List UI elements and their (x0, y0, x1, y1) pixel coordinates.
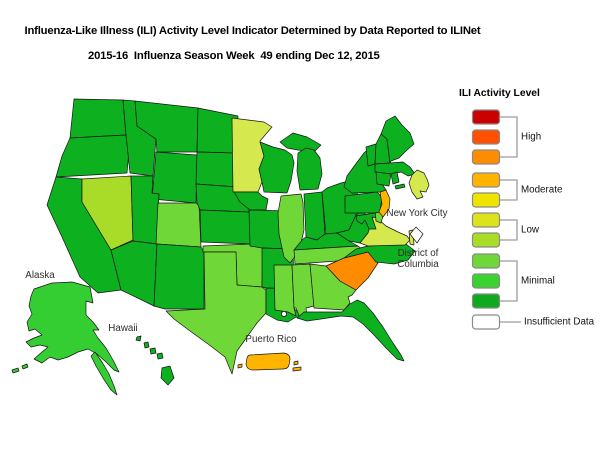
us-map (11, 98, 430, 396)
state-or (55, 134, 131, 178)
state-vt (365, 143, 377, 167)
legend-label-low: Low (521, 225, 540, 236)
state-ak (25, 281, 120, 373)
legend-bracket-low (500, 219, 518, 241)
legend-bracket-minimal (500, 260, 518, 302)
legend-swatch-insufficient (471, 314, 501, 330)
legend-title: ILI Activity Level (459, 88, 540, 99)
legend-swatch-low-2 (471, 232, 501, 248)
state-hi (135, 335, 175, 386)
state-pr-islets (237, 360, 302, 372)
legend-label-insufficient-data: Insufficient Data (524, 317, 595, 328)
state-ky (293, 232, 359, 251)
legend-swatch-high-2 (471, 129, 501, 145)
legend-label-minimal: Minimal (521, 276, 555, 287)
legend-swatch-moderate-1 (471, 172, 501, 188)
state-pa (344, 191, 383, 214)
legend: ILI Activity Level High Moderate Low Min… (459, 88, 595, 330)
state-in (303, 191, 326, 241)
state-co (155, 202, 202, 248)
state-nm (153, 243, 205, 310)
state-mi-upper (279, 132, 322, 153)
lake-pontchartrain (280, 310, 287, 317)
state-fl (296, 299, 405, 362)
legend-swatch-minimal-1 (471, 253, 501, 269)
state-ny-long-island (394, 183, 406, 190)
legend-swatch-moderate-2 (471, 192, 501, 208)
state-nyc-inset (408, 169, 430, 200)
state-wa (69, 98, 127, 139)
state-nc (343, 243, 416, 265)
map-labels: Alaska Hawaii Puerto Rico New York City … (25, 208, 447, 345)
state-ks (199, 209, 253, 245)
legend-swatch-high-3 (471, 149, 501, 165)
label-alaska: Alaska (25, 270, 55, 281)
state-pr (245, 352, 291, 371)
state-ri (390, 171, 400, 185)
legend-swatch-high-1 (471, 109, 501, 125)
state-ct (375, 171, 392, 187)
label-hawaii: Hawaii (108, 323, 137, 334)
report-title-line2: 2015-16 Influenza Season Week 49 ending … (88, 50, 380, 62)
legend-bracket-high (500, 116, 518, 158)
state-wi (258, 141, 295, 194)
label-district-of-columbia-line1: District of (398, 248, 439, 259)
state-tx (165, 251, 267, 375)
legend-swatch-minimal-2 (471, 273, 501, 289)
state-dc-diamond (409, 226, 424, 244)
state-az (110, 240, 158, 307)
legend-swatch-low-1 (471, 212, 501, 228)
state-me (380, 115, 415, 164)
legend-label-moderate: Moderate (521, 185, 563, 196)
label-new-york-city: New York City (387, 208, 448, 219)
report-title-line1: Influenza-Like Illness (ILI) Activity Le… (24, 25, 481, 37)
legend-swatch-minimal-3 (471, 293, 501, 309)
label-puerto-rico: Puerto Rico (245, 334, 297, 345)
label-district-of-columbia-line2: Columbia (397, 259, 439, 270)
state-ak-aleutians (11, 363, 29, 374)
legend-label-high: High (521, 132, 541, 143)
state-ia (233, 191, 269, 211)
state-ak-panhandle (90, 351, 118, 396)
legend-bracket-moderate (500, 179, 518, 201)
state-nv (81, 175, 134, 251)
state-mi-lower (296, 147, 323, 191)
state-nj (378, 189, 391, 218)
